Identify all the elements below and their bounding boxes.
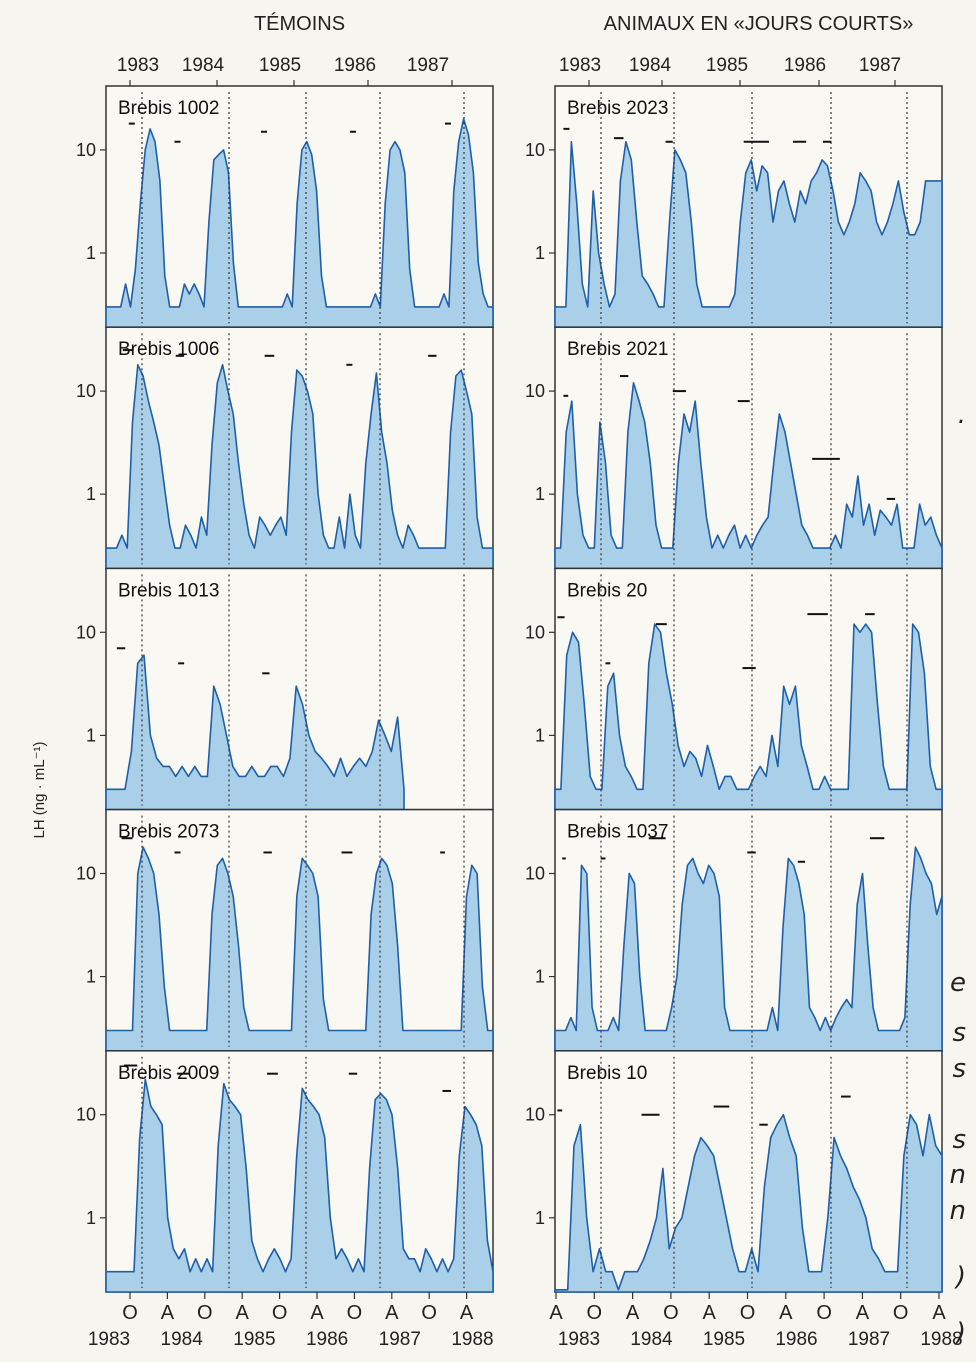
bottom-month-label: O bbox=[663, 1302, 679, 1324]
bottom-year-label: 1985 bbox=[233, 1329, 275, 1350]
lh-area-series bbox=[105, 654, 405, 811]
bottom-month-label: O bbox=[587, 1302, 603, 1324]
y-tick-label: 10 bbox=[525, 622, 545, 642]
y-tick-label: 10 bbox=[525, 381, 545, 401]
bottom-year-label: 1988 bbox=[920, 1329, 962, 1350]
bottom-year-label: 1986 bbox=[775, 1329, 817, 1350]
top-year-label: 1984 bbox=[182, 55, 225, 76]
y-axis-label: LH (ng · mL⁻¹) bbox=[31, 741, 48, 838]
top-year-label: 1987 bbox=[859, 55, 901, 76]
bottom-month-label: A bbox=[932, 1302, 946, 1324]
lh-area-series bbox=[554, 623, 943, 811]
caption-fragment-8: ) bbox=[955, 1262, 966, 1292]
lh-area-series bbox=[105, 846, 494, 1052]
bottom-month-label: A bbox=[779, 1302, 793, 1324]
bottom-month-label: O bbox=[347, 1302, 363, 1324]
bottom-month-label: A bbox=[385, 1302, 399, 1324]
top-year-label: 1985 bbox=[706, 55, 748, 76]
top-year-label: 1986 bbox=[334, 55, 376, 76]
lh-area-series bbox=[105, 118, 494, 328]
bottom-month-label: O bbox=[272, 1302, 288, 1324]
panel-frame bbox=[554, 1050, 943, 1293]
y-tick-label: 10 bbox=[76, 381, 96, 401]
y-tick-label: 10 bbox=[76, 864, 96, 884]
bottom-month-label: A bbox=[703, 1302, 717, 1324]
caption-fragment-7: n bbox=[949, 1196, 966, 1226]
y-tick-label: 10 bbox=[525, 1105, 545, 1125]
y-tick-label: 10 bbox=[525, 140, 545, 160]
panel-label: Brebis 20 bbox=[567, 580, 647, 601]
bottom-year-label: 1988 bbox=[451, 1329, 493, 1350]
bottom-month-label: O bbox=[740, 1302, 756, 1324]
caption-fragment-5: s bbox=[952, 1125, 966, 1155]
bottom-year-label: 1984 bbox=[630, 1329, 673, 1350]
y-tick-label: 1 bbox=[86, 967, 96, 987]
bottom-year-label: 1986 bbox=[306, 1329, 348, 1350]
panel-frame bbox=[554, 808, 943, 1052]
y-tick-label: 10 bbox=[76, 622, 96, 642]
bottom-month-label: O bbox=[816, 1302, 832, 1324]
bottom-year-label: 1985 bbox=[703, 1329, 745, 1350]
panel-label: Brebis 10 bbox=[567, 1063, 647, 1084]
panel-label: Brebis 2073 bbox=[118, 822, 219, 843]
y-tick-label: 10 bbox=[76, 140, 96, 160]
y-tick-label: 1 bbox=[86, 243, 96, 263]
bottom-year-label: 1987 bbox=[848, 1329, 890, 1350]
bottom-year-label: 1984 bbox=[161, 1329, 204, 1350]
bottom-month-label: A bbox=[236, 1302, 250, 1324]
caption-fragment-2: e bbox=[950, 968, 966, 998]
panel-label: Brebis 1013 bbox=[118, 580, 219, 601]
lh-area-series bbox=[554, 846, 943, 1052]
y-tick-label: 1 bbox=[535, 967, 545, 987]
top-year-label: 1987 bbox=[407, 55, 449, 76]
lh-area-series bbox=[105, 1078, 494, 1293]
caption-fragment-1: . bbox=[957, 400, 966, 430]
bottom-month-label: O bbox=[421, 1302, 437, 1324]
y-tick-label: 1 bbox=[86, 725, 96, 745]
bottom-month-label: A bbox=[549, 1302, 563, 1324]
panel-label: Brebis 2023 bbox=[567, 98, 668, 119]
bottom-month-label: A bbox=[856, 1302, 870, 1324]
y-tick-label: 1 bbox=[535, 1208, 545, 1228]
caption-fragment-6: n bbox=[949, 1160, 966, 1190]
bottom-month-label: A bbox=[310, 1302, 324, 1324]
top-year-label: 1984 bbox=[629, 55, 672, 76]
bottom-month-label: A bbox=[460, 1302, 474, 1324]
bottom-year-label: 1987 bbox=[379, 1329, 421, 1350]
bottom-month-label: O bbox=[122, 1302, 138, 1324]
y-tick-label: 1 bbox=[535, 484, 545, 504]
y-tick-label: 10 bbox=[525, 864, 545, 884]
lh-area-series bbox=[554, 382, 943, 570]
panel-label: Brebis 1006 bbox=[118, 339, 219, 360]
bottom-month-label: O bbox=[893, 1302, 909, 1324]
caption-fragment-9: ) bbox=[955, 1318, 966, 1348]
top-year-label: 1985 bbox=[259, 55, 301, 76]
caption-fragment-4: s bbox=[952, 1054, 966, 1084]
y-tick-label: 1 bbox=[86, 1208, 96, 1228]
lh-area-series bbox=[105, 364, 494, 570]
bottom-month-label: O bbox=[197, 1302, 213, 1324]
panel-label: Brebis 1002 bbox=[118, 98, 219, 119]
bottom-year-label: 1983 bbox=[88, 1329, 130, 1350]
caption-fragment-3: s bbox=[952, 1018, 966, 1048]
top-year-label: 1983 bbox=[559, 55, 601, 76]
y-tick-label: 1 bbox=[535, 725, 545, 745]
y-tick-label: 1 bbox=[535, 243, 545, 263]
panel-label: Brebis 2021 bbox=[567, 339, 668, 360]
bottom-year-label: 1983 bbox=[558, 1329, 600, 1350]
top-year-label: 1983 bbox=[117, 55, 159, 76]
column-title: ANIMAUX EN «JOURS COURTS» bbox=[604, 13, 914, 35]
bottom-month-label: A bbox=[161, 1302, 175, 1324]
top-year-label: 1986 bbox=[784, 55, 826, 76]
column-title: TÉMOINS bbox=[254, 12, 345, 35]
panel-label: Brebis 2009 bbox=[118, 1063, 219, 1084]
y-tick-label: 10 bbox=[76, 1105, 96, 1125]
bottom-month-label: A bbox=[626, 1302, 640, 1324]
lh-area-series bbox=[554, 140, 943, 328]
y-tick-label: 1 bbox=[86, 484, 96, 504]
panel-label: Brebis 1037 bbox=[567, 822, 668, 843]
